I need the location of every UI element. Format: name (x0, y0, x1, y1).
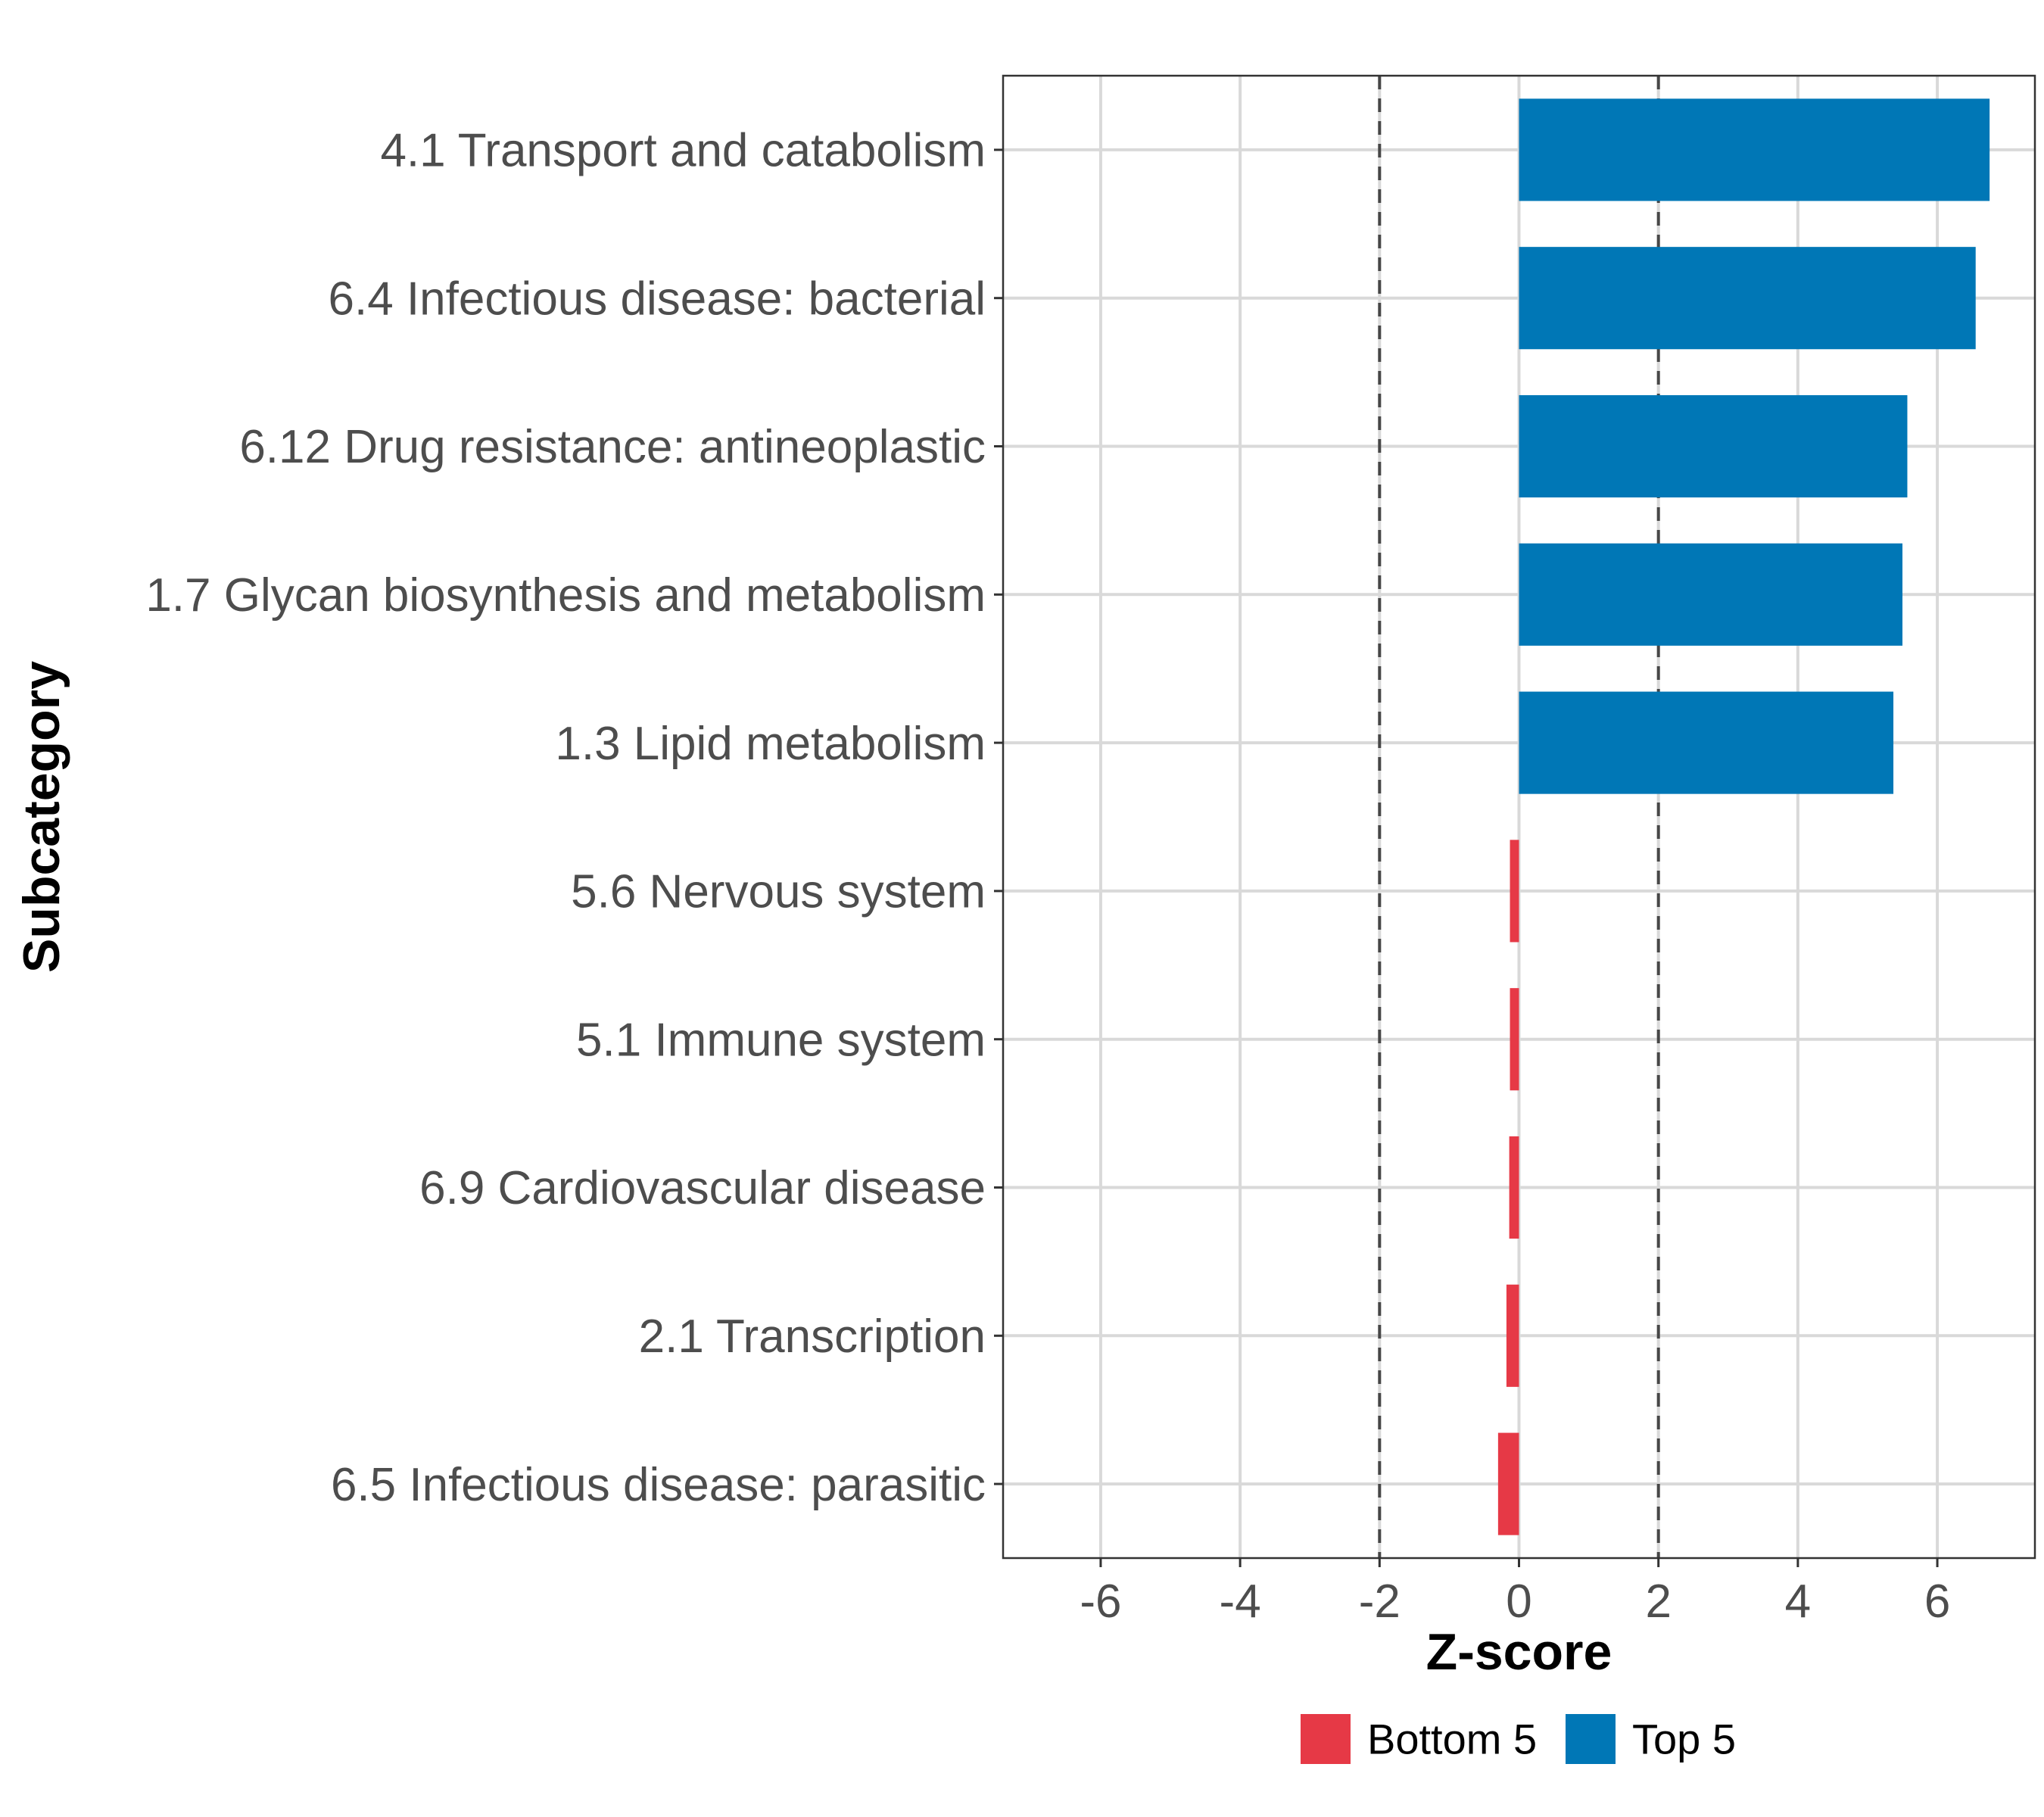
x-tick-label: 4 (1785, 1575, 1811, 1628)
legend-swatch (1566, 1714, 1616, 1764)
y-tick-label: 6.5 Infectious disease: parasitic (331, 1459, 986, 1511)
bar (1519, 98, 1990, 201)
bar (1519, 394, 1908, 498)
reference-lines (1378, 76, 1660, 1558)
bar (1506, 1284, 1519, 1387)
x-axis: -6 -4 -2 0 2 4 6 (1080, 1558, 1950, 1628)
x-axis-title: Z-score (1426, 1623, 1612, 1681)
x-tick-label: -4 (1220, 1575, 1261, 1628)
y-tick-label: 5.6 Nervous system (571, 866, 986, 918)
bar (1509, 1136, 1519, 1239)
x-tick-label: -6 (1080, 1575, 1121, 1628)
y-tick-label: 2.1 Transcription (639, 1311, 986, 1363)
bars (1497, 98, 1990, 1535)
y-axis: 4.1 Transport and catabolism 6.4 Infectio… (145, 125, 1003, 1511)
y-tick-label: 6.4 Infectious disease: bacterial (328, 273, 986, 325)
bar (1510, 988, 1519, 1091)
legend-label: Top 5 (1632, 1716, 1736, 1763)
legend-swatch (1301, 1714, 1351, 1764)
y-tick-label: 6.9 Cardiovascular disease (419, 1162, 986, 1214)
bar (1497, 1432, 1519, 1535)
y-tick-label: 1.3 Lipid metabolism (555, 718, 986, 770)
legend-label: Bottom 5 (1367, 1716, 1537, 1763)
legend: Bottom 5 Top 5 (1301, 1714, 1736, 1764)
y-tick-label: 5.1 Immune system (576, 1014, 986, 1066)
x-tick-label: 0 (1506, 1575, 1531, 1628)
y-tick-label: 6.12 Drug resistance: antineoplastic (239, 421, 986, 473)
x-tick-label: 6 (1924, 1575, 1950, 1628)
y-axis-title: Subcategory (13, 661, 70, 973)
x-tick-label: 2 (1645, 1575, 1671, 1628)
y-tick-label: 1.7 Glycan biosynthesis and metabolism (145, 569, 986, 622)
bar (1519, 691, 1894, 794)
bar (1519, 543, 1903, 646)
bar (1519, 247, 1976, 350)
y-tick-label: 4.1 Transport and catabolism (380, 125, 986, 177)
x-tick-label: -2 (1359, 1575, 1401, 1628)
bar (1510, 840, 1519, 943)
